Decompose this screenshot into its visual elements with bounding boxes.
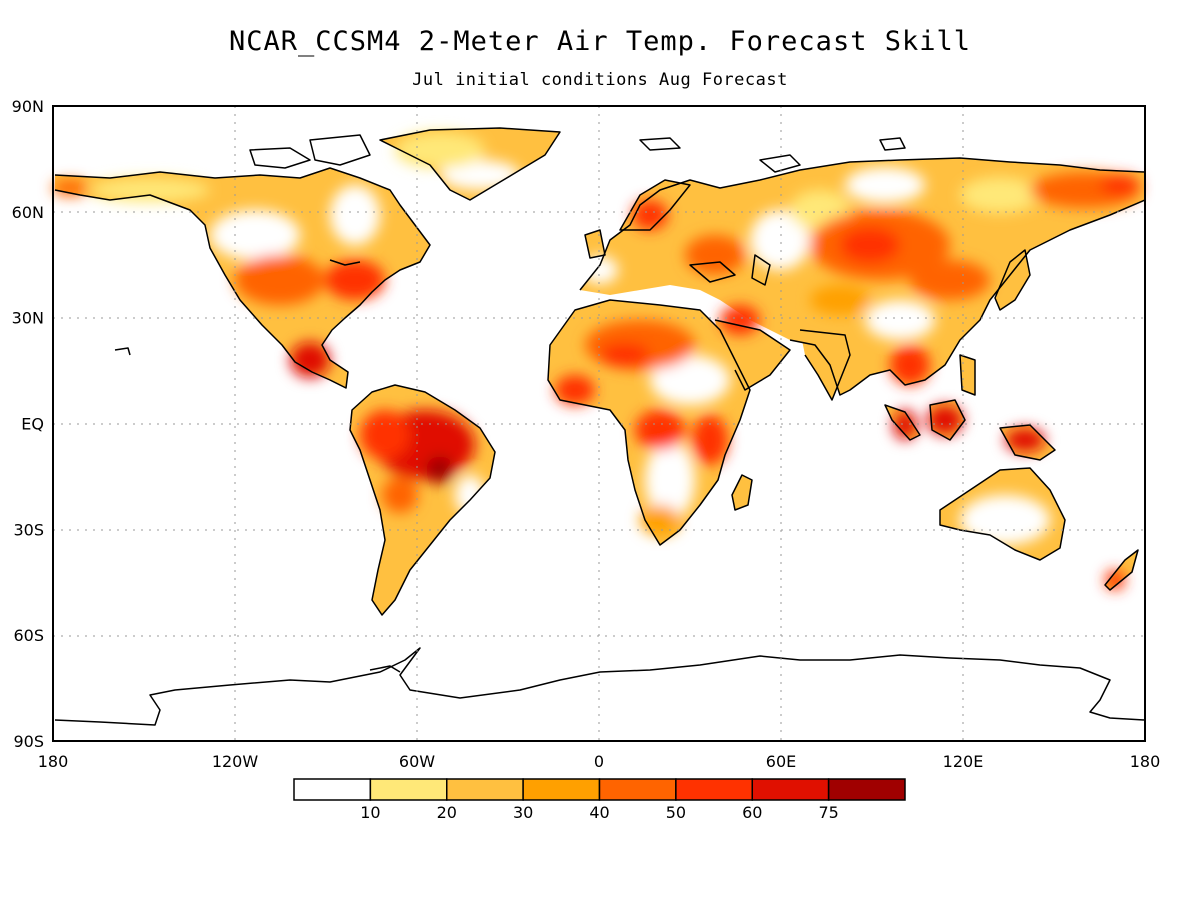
x-tick-label: 120E bbox=[943, 752, 984, 771]
x-tick-label: 0 bbox=[594, 752, 604, 771]
colorbar-label: 10 bbox=[360, 803, 380, 822]
colorbar-swatch bbox=[751, 778, 830, 801]
x-tick-label: 180 bbox=[1130, 752, 1161, 771]
x-tick-label: 60W bbox=[399, 752, 435, 771]
colorbar-swatch bbox=[369, 778, 448, 801]
y-tick-label: 90S bbox=[13, 732, 44, 751]
y-tick-label: 30S bbox=[13, 520, 44, 539]
x-tick-labels: 180 120W 60W 0 60E 120E 180 bbox=[38, 752, 1161, 771]
y-tick-label: 60S bbox=[13, 626, 44, 645]
colorbar-label: 75 bbox=[818, 803, 838, 822]
map-subtitle: Jul initial conditions Aug Forecast bbox=[412, 70, 788, 90]
y-tick-label: 90N bbox=[12, 97, 44, 116]
colorbar-label: 60 bbox=[742, 803, 762, 822]
coastlines bbox=[54, 127, 1146, 726]
colorbar: 10 20 30 40 50 60 75 bbox=[293, 778, 906, 822]
land-madagascar bbox=[732, 475, 752, 510]
colorbar-label: 40 bbox=[589, 803, 609, 822]
y-tick-label: EQ bbox=[21, 415, 44, 434]
colorbar-label: 50 bbox=[666, 803, 686, 822]
y-tick-label: 60N bbox=[12, 203, 44, 222]
land-japan bbox=[995, 250, 1030, 310]
x-tick-label: 60E bbox=[766, 752, 796, 771]
y-tick-label: 30N bbox=[12, 309, 44, 328]
colorbar-swatch bbox=[827, 778, 906, 801]
map-title: NCAR_CCSM4 2-Meter Air Temp. Forecast Sk… bbox=[229, 26, 971, 57]
colorbar-swatch bbox=[293, 778, 372, 801]
x-tick-label: 120W bbox=[212, 752, 259, 771]
land-philippines bbox=[960, 355, 975, 395]
y-tick-labels: 90N 60N 30N EQ 30S 60S 90S bbox=[12, 97, 44, 751]
colorbar-swatch bbox=[522, 778, 601, 801]
land-uk bbox=[585, 230, 605, 258]
colorbar-swatch bbox=[598, 778, 677, 801]
land-india bbox=[800, 330, 850, 400]
colorbar-label: 30 bbox=[513, 803, 533, 822]
colorbar-swatch bbox=[446, 778, 524, 801]
graticule bbox=[53, 106, 1145, 741]
colorbar-swatch bbox=[675, 778, 753, 801]
x-tick-label: 180 bbox=[38, 752, 69, 771]
map-frame bbox=[52, 105, 1146, 742]
colorbar-label: 20 bbox=[437, 803, 457, 822]
